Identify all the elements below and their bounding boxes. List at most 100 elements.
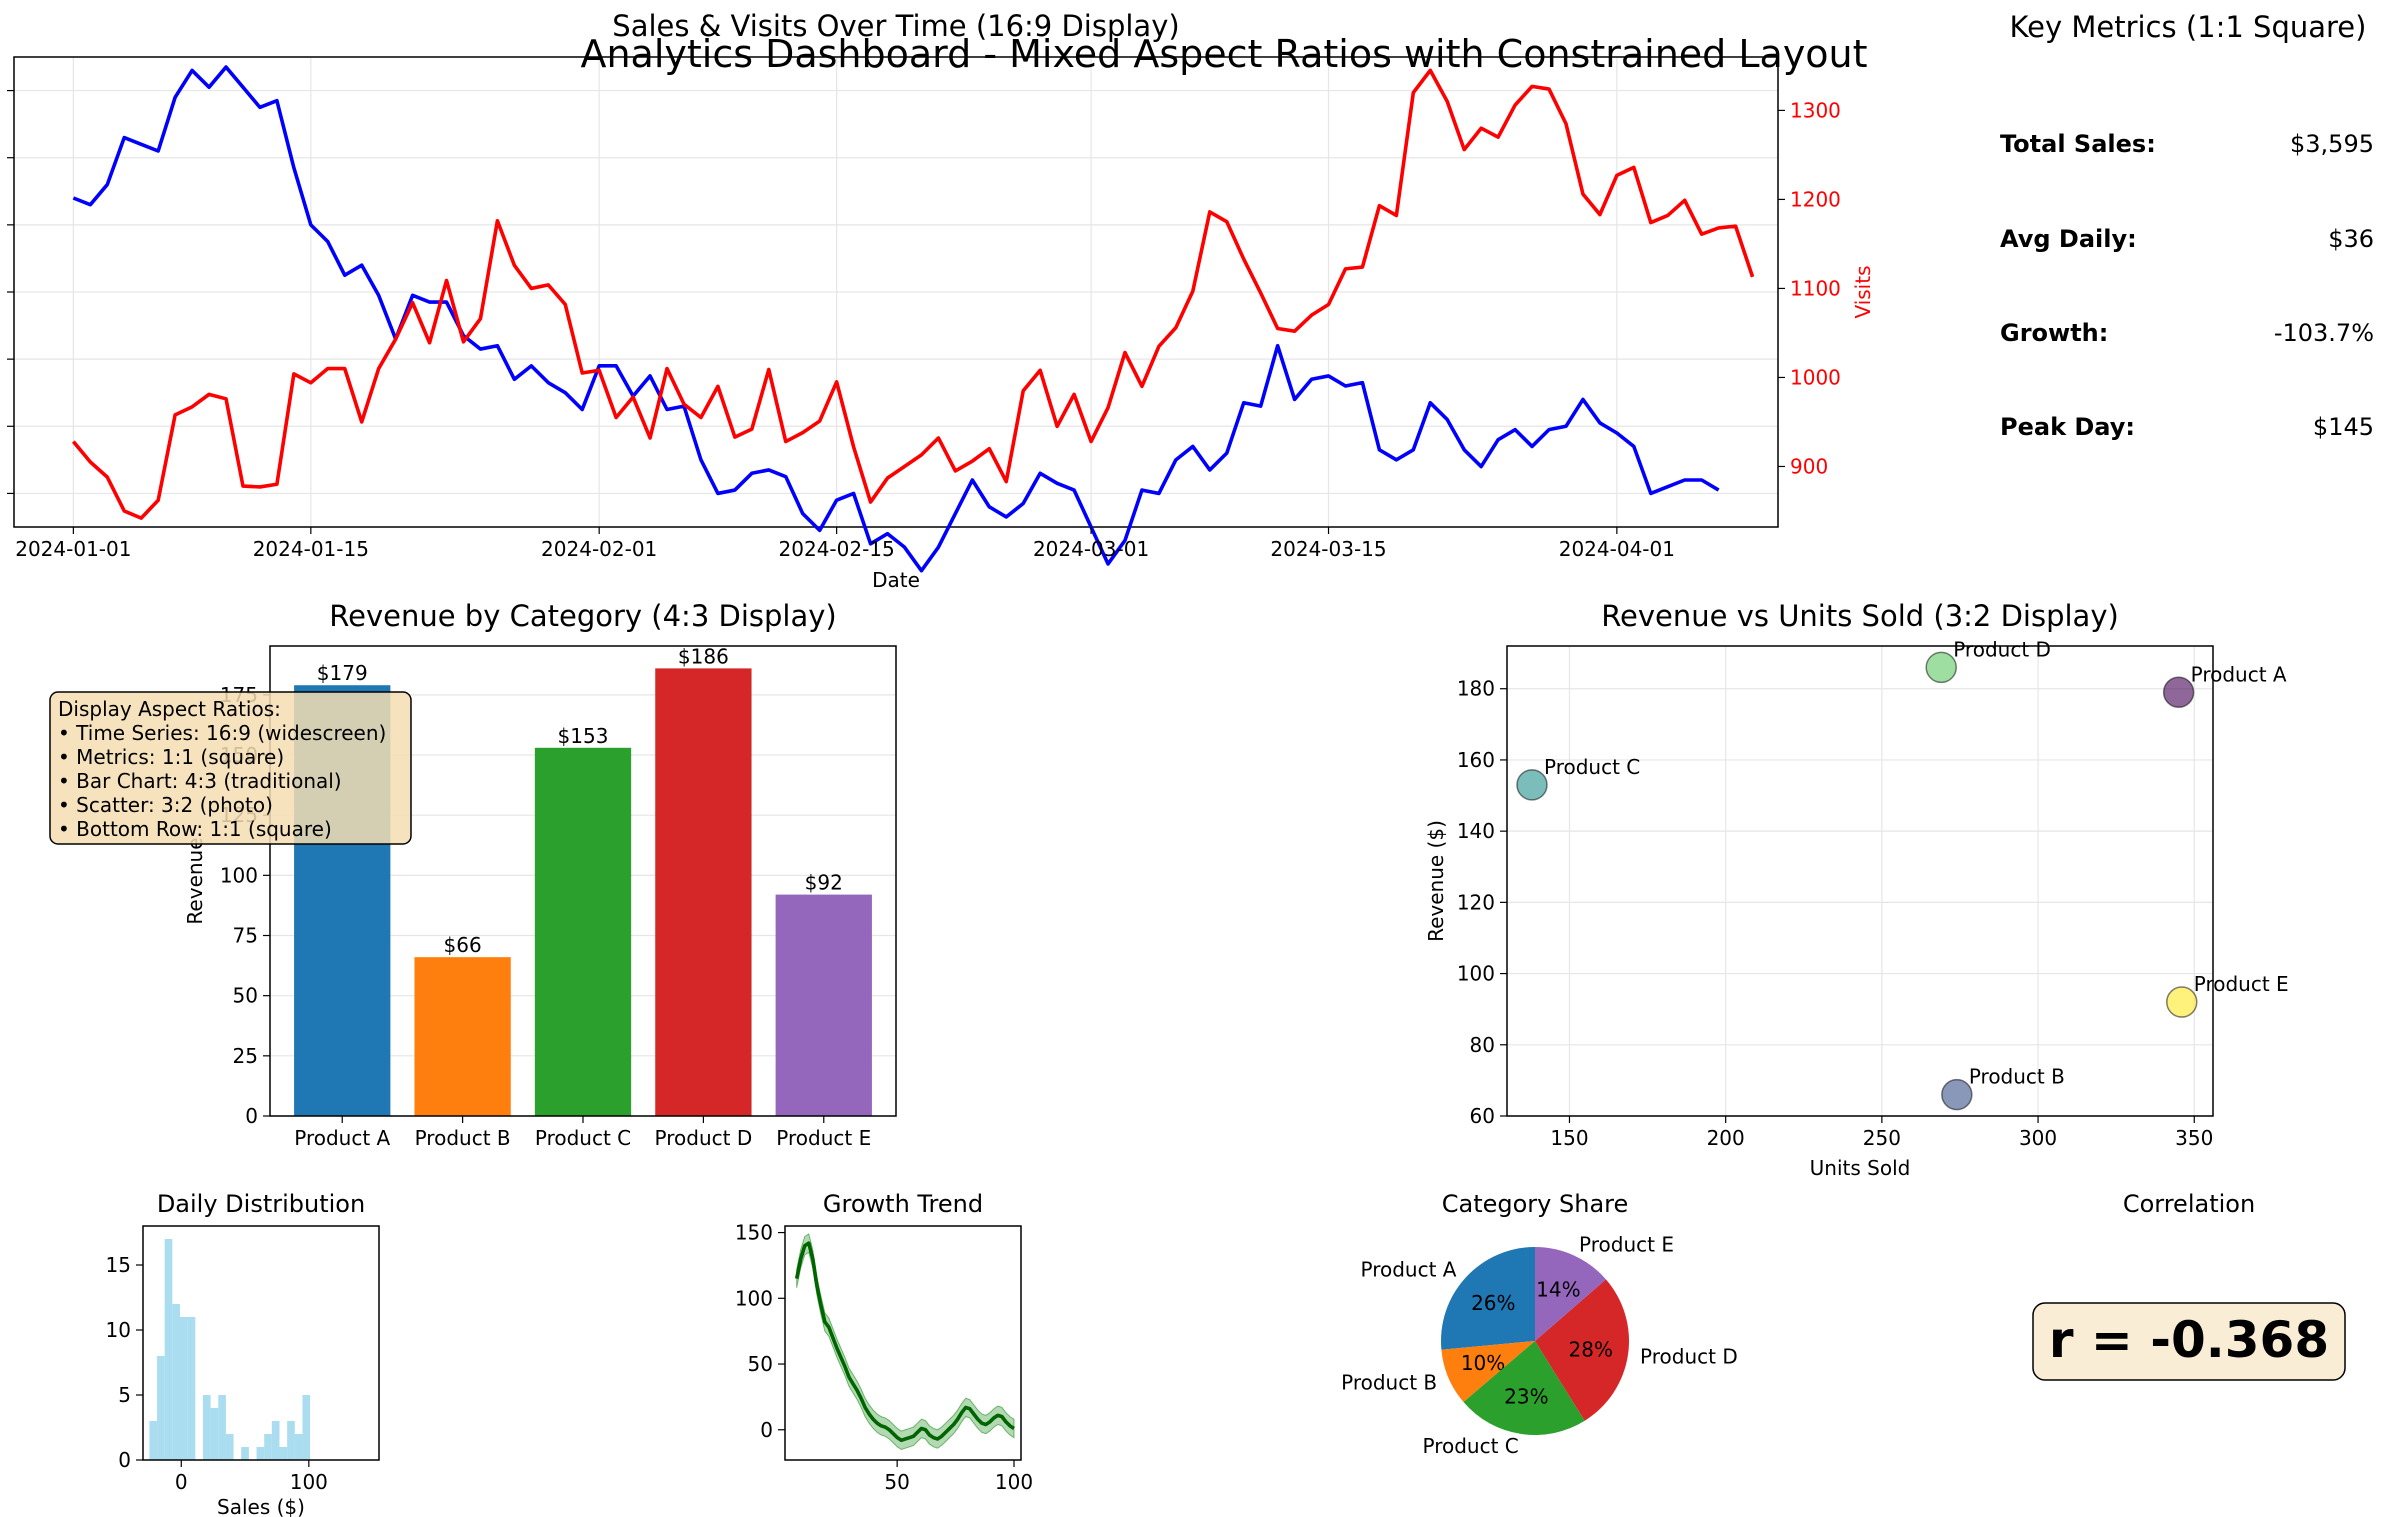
histogram-bar — [287, 1421, 295, 1460]
y-tick-label: 150 — [735, 1221, 773, 1245]
x-tick-label: 150 — [1550, 1126, 1588, 1150]
histogram-bar — [164, 1239, 173, 1460]
annotation-line: • Metrics: 1:1 (square) — [58, 745, 284, 769]
aspect-ratio-annotation: Display Aspect Ratios: • Time Series: 16… — [49, 691, 412, 845]
growth-trend-axes-frame — [784, 1225, 1022, 1461]
y-tick-label: 0 — [118, 1448, 131, 1472]
scatter-title: Revenue vs Units Sold (3:2 Display) — [1601, 599, 2119, 633]
bar-value-label: $179 — [317, 661, 368, 685]
scatter-panel: Product A Product B Product C Product D Prod… — [1424, 599, 2289, 1180]
x-tick-label: 2024-03-15 — [1270, 537, 1386, 561]
y-tick-label: 50 — [233, 984, 258, 1008]
bar-title: Revenue by Category (4:3 Display) — [329, 599, 836, 633]
scatter-point-label: Product E — [2194, 972, 2289, 996]
pie-slice-label: Product E — [1579, 1232, 1674, 1256]
growth-trend-line — [794, 1241, 1015, 1443]
y2-tick-label: 1000 — [1790, 365, 1841, 389]
metric-peak-day: Peak Day: $145 — [2000, 413, 2374, 441]
x-tick-label: Product D — [655, 1126, 753, 1150]
bar-value-label: $66 — [444, 933, 482, 957]
x-tick-label: 250 — [1863, 1126, 1901, 1150]
histogram-axes-frame — [142, 1225, 380, 1461]
x-tick-label: 100 — [995, 1470, 1033, 1494]
metrics-panel: Key Metrics (1:1 Square) Total Sales: $3… — [2000, 10, 2374, 441]
histogram-bar — [218, 1395, 226, 1460]
bar-value-label: $186 — [678, 644, 729, 668]
histogram-bar — [202, 1395, 211, 1460]
pie-slice — [1535, 1279, 1629, 1421]
bar — [534, 747, 632, 1116]
x-tick-label: Product E — [776, 1126, 871, 1150]
x-tick-label: Product C — [535, 1126, 631, 1150]
bar-value-label: $153 — [558, 724, 609, 748]
scatter-point-label: Product B — [1969, 1065, 2065, 1089]
pie-marks: 26% Product A 10% Product B 23% Product C 28% P… — [1341, 1232, 1738, 1458]
bar-chart-panel: $179$66$153$186$92 0255075100125150175Pr… — [183, 599, 897, 1150]
correlation-panel: Correlation r = -0.368 — [2032, 1190, 2346, 1381]
metric-total-sales: Total Sales: $3,595 — [2000, 130, 2374, 158]
scatter-xlabel: Units Sold — [1810, 1156, 1911, 1180]
annotation-line: Display Aspect Ratios: — [58, 697, 281, 721]
histogram-bar — [149, 1421, 158, 1460]
y-tick-label: 160 — [1457, 748, 1495, 772]
x-tick-label: 2024-02-15 — [779, 537, 895, 561]
scatter-marks: Product A Product B Product C Product D Prod… — [1516, 637, 2289, 1111]
x-tick-label: 2024-01-01 — [15, 537, 131, 561]
y2-tick-label: 1200 — [1790, 187, 1841, 211]
y2-tick-label: 1300 — [1790, 98, 1841, 122]
x-tick-label: Product A — [294, 1126, 390, 1150]
y-tick-label: 5 — [118, 1383, 131, 1407]
histogram-bar — [210, 1408, 219, 1460]
pie-slice-label: Product C — [1423, 1434, 1519, 1458]
histogram-bar — [256, 1447, 265, 1460]
histogram-panel: 0 5 10 15 0 100 Daily Distribution Sales ($) — [106, 1190, 380, 1517]
scatter-point — [2162, 676, 2195, 709]
metric-value: $36 — [2328, 225, 2374, 253]
y-tick-label: 75 — [233, 924, 258, 948]
y-tick-label: 0 — [245, 1104, 258, 1128]
histogram-bar — [187, 1317, 196, 1460]
y-tick-label: 120 — [1457, 890, 1495, 914]
correlation-value: r = -0.368 — [2049, 1311, 2329, 1369]
y-tick-label: 80 — [1470, 1033, 1495, 1057]
y2-tick-label: 1100 — [1790, 276, 1841, 300]
histogram-bar — [264, 1434, 272, 1460]
histogram-bar — [271, 1421, 280, 1460]
growth-trend-band — [796, 1233, 1015, 1451]
scatter-point — [1925, 651, 1957, 684]
pie-slice — [1441, 1247, 1535, 1350]
growth-trend-ticks: 0 50 100 150 50 100 — [735, 1221, 1033, 1494]
pie-slice-label: Product A — [1360, 1257, 1456, 1281]
x-tick-label: 100 — [290, 1470, 328, 1494]
y-tick-label: 15 — [106, 1253, 131, 1277]
x-tick-label: 300 — [2019, 1126, 2057, 1150]
bar — [414, 957, 511, 1116]
annotation-line: • Scatter: 3:2 (photo) — [58, 793, 273, 817]
histogram-marks — [149, 1239, 311, 1460]
growth-trend-panel: 0 50 100 150 50 100 Growth Trend — [735, 1190, 1033, 1494]
timeseries-y2label: Visits — [1851, 265, 1875, 318]
pie-slice — [1441, 1341, 1535, 1403]
metric-value: $3,595 — [2290, 130, 2374, 158]
histogram-bar — [279, 1447, 288, 1460]
sales-series-line — [72, 65, 1720, 573]
histogram-bar — [241, 1447, 249, 1460]
x-tick-label: 2024-04-01 — [1559, 537, 1675, 561]
x-tick-label: 50 — [884, 1470, 909, 1494]
timeseries-xlabel: Date — [872, 568, 920, 592]
histogram-bar — [225, 1434, 234, 1460]
metric-label: Peak Day: — [2000, 413, 2135, 441]
bar — [655, 668, 752, 1116]
bar-value-label: $92 — [805, 871, 843, 895]
pie-pct-label: 14% — [1536, 1278, 1580, 1302]
y-tick-label: 100 — [220, 863, 258, 887]
histogram-bar — [294, 1434, 303, 1460]
annotation-line: • Bottom Row: 1:1 (square) — [58, 817, 332, 841]
scatter-point — [2166, 986, 2198, 1018]
scatter-point-label: Product D — [1953, 637, 2051, 661]
histogram-bar — [172, 1304, 180, 1460]
x-tick-label: 0 — [175, 1470, 188, 1494]
scatter-ylabel: Revenue ($) — [1424, 820, 1448, 942]
correlation-box — [2032, 1302, 2346, 1381]
